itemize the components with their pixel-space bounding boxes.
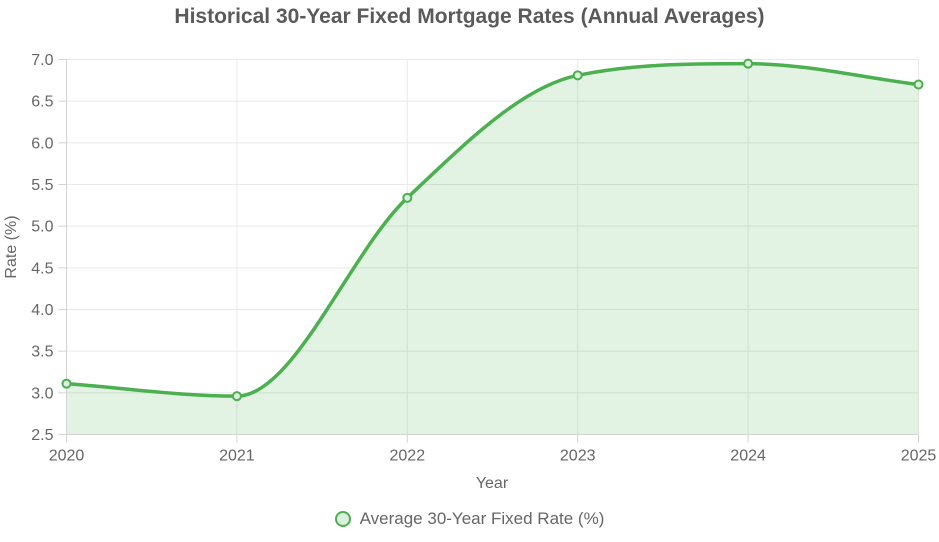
x-tick-label: 2025 [901, 448, 937, 465]
x-tick-label: 2022 [390, 448, 426, 465]
legend-series-label: Average 30-Year Fixed Rate (%) [359, 509, 605, 528]
y-tick-label: 2.5 [31, 427, 53, 444]
series-line [64, 61, 921, 398]
x-tick-label: 2023 [560, 448, 596, 465]
y-tick-label: 6.0 [31, 135, 53, 152]
area-layer [66, 63, 919, 435]
y-tick-label: 5.0 [31, 219, 53, 236]
x-axis-title: Year [476, 475, 509, 492]
y-tick-label: 4.5 [31, 260, 53, 277]
data-point-marker[interactable] [231, 391, 242, 402]
data-point-marker[interactable] [743, 58, 754, 69]
x-tick-label: 2021 [219, 448, 255, 465]
y-tick-label: 6.5 [31, 94, 53, 111]
marker-layer [61, 58, 924, 402]
data-point-marker[interactable] [572, 70, 583, 81]
tick-label-layer: 2.5 3.0 3.5 4.0 4.5 5.0 5.5 6.0 6.5 7.0 2020 2021 20… [31, 52, 936, 465]
data-point-marker[interactable] [913, 79, 924, 90]
x-tick-label: 2020 [49, 448, 85, 465]
y-tick-label: 4.0 [31, 302, 53, 319]
y-axis-title: Rate (%) [3, 215, 20, 278]
y-tick-label: 7.0 [31, 52, 53, 69]
line-layer [64, 61, 921, 398]
legend-series-marker-icon [334, 511, 351, 527]
series-area-fill [66, 63, 919, 435]
y-tick-label: 3.5 [31, 344, 53, 361]
y-tick-label: 3.0 [31, 385, 53, 402]
data-point-marker[interactable] [61, 378, 72, 389]
data-point-marker[interactable] [402, 192, 413, 203]
axis-layer [58, 59, 919, 443]
legend-item[interactable]: Average 30-Year Fixed Rate (%) [0, 509, 939, 529]
chart-title: Historical 30-Year Fixed Mortgage Rates … [174, 5, 765, 28]
x-tick-label: 2024 [730, 448, 766, 465]
y-tick-label: 5.5 [31, 177, 53, 194]
